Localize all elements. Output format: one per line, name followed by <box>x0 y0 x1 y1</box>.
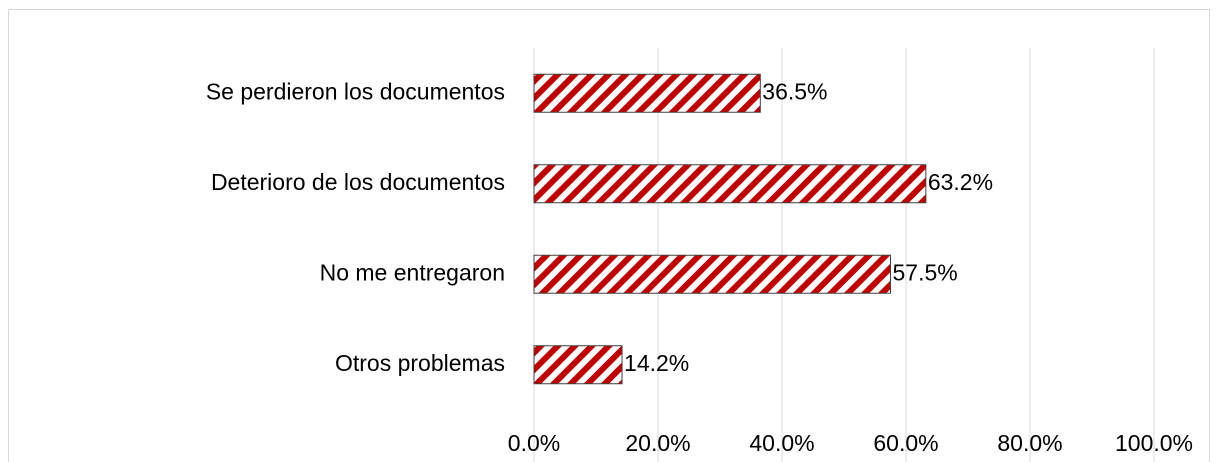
data-label: 57.5% <box>893 259 958 285</box>
y-tick-label: Deterioro de los documentos <box>211 169 505 195</box>
chart-border <box>8 9 1210 462</box>
x-tick-label: 20.0% <box>625 430 690 456</box>
y-tick-label: No me entregaron <box>320 259 505 285</box>
x-tick-label: 100.0% <box>1115 430 1193 456</box>
data-label: 14.2% <box>624 350 689 376</box>
x-tick-label: 80.0% <box>997 430 1062 456</box>
data-label: 63.2% <box>928 169 993 195</box>
y-tick-label: Otros problemas <box>335 350 505 376</box>
bar <box>533 254 891 294</box>
bar <box>533 164 927 204</box>
x-tick-label: 40.0% <box>749 430 814 456</box>
x-tick-label: 0.0% <box>508 430 560 456</box>
y-tick-label: Se perdieron los documentos <box>206 78 505 104</box>
x-tick-label: 60.0% <box>873 430 938 456</box>
data-label: 36.5% <box>762 78 827 104</box>
bar <box>533 73 761 113</box>
bar <box>533 345 623 385</box>
